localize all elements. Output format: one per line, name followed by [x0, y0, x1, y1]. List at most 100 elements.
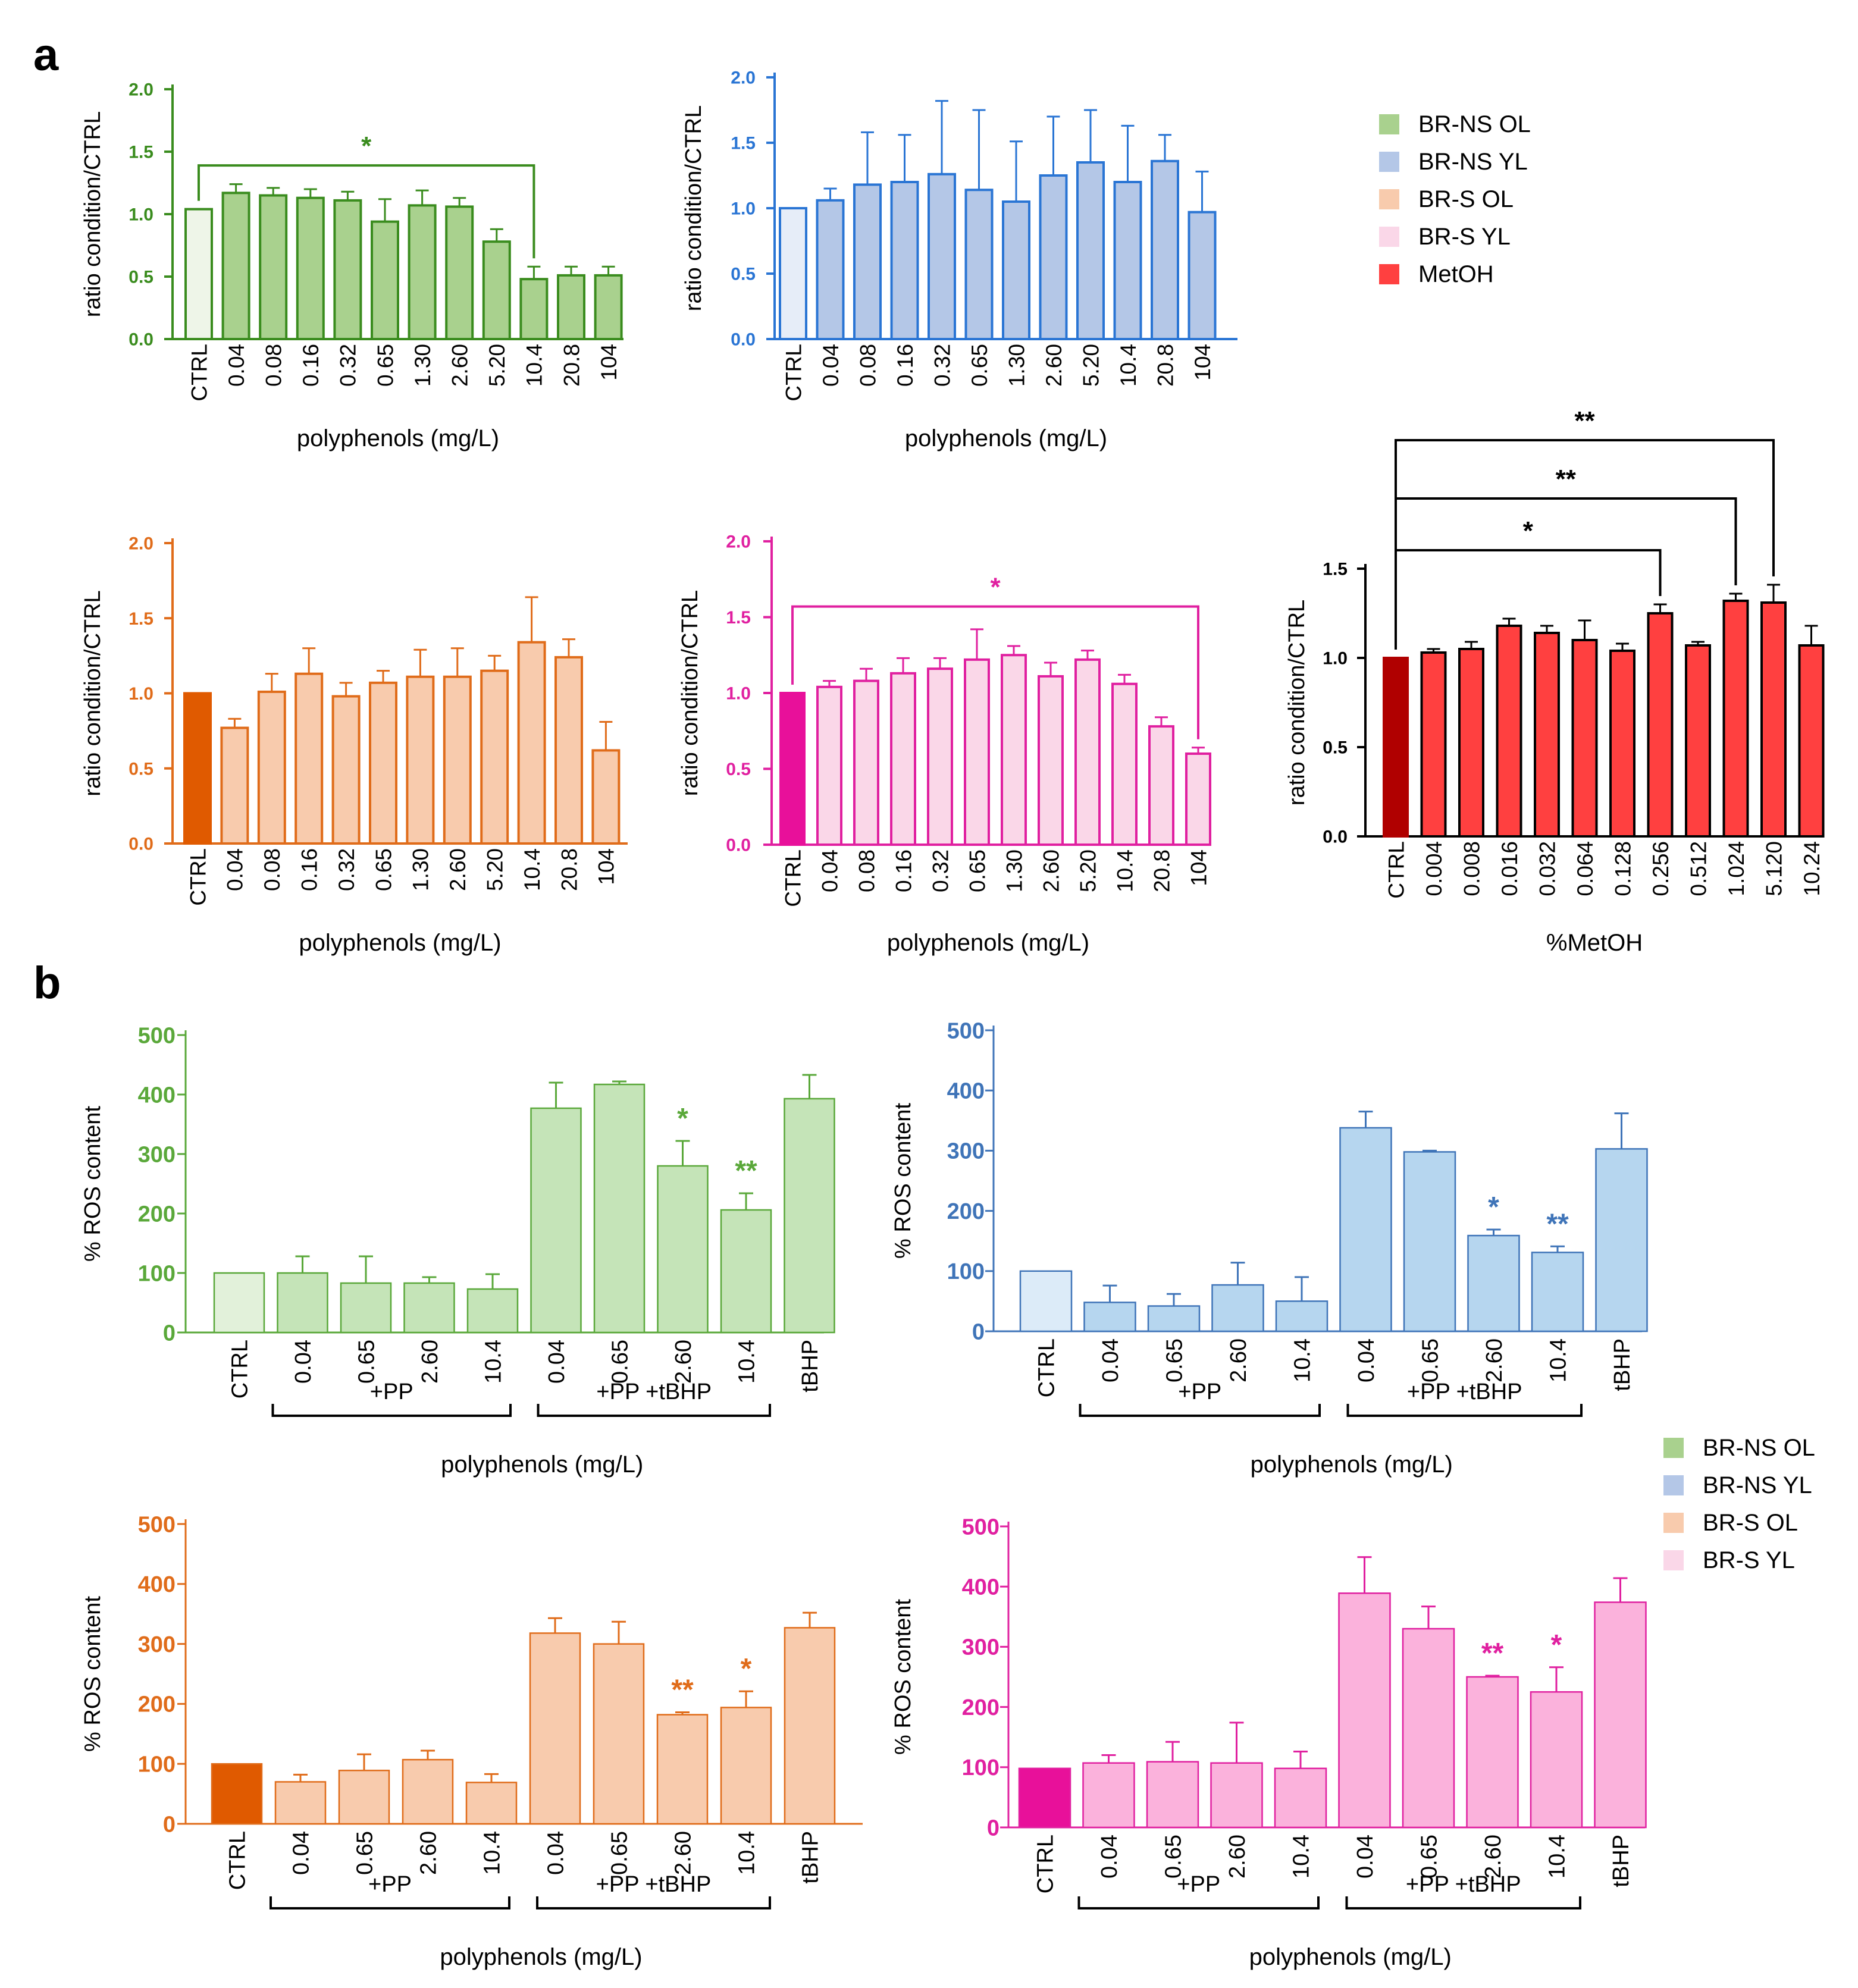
x-axis-title: %MetOH: [1546, 930, 1643, 956]
category-label: 1.024: [1724, 841, 1749, 896]
category-label: 10.4: [1545, 1835, 1570, 1879]
category-label: 0.65: [965, 849, 989, 892]
group-label-pp: +PP: [1177, 1872, 1220, 1897]
category-label: 10.4: [735, 1831, 760, 1875]
bracket-label: *: [1523, 516, 1534, 545]
bar-0.65: [1146, 1761, 1199, 1829]
group-bracket-pp-tbhp: [1345, 1896, 1581, 1909]
bar-20.8: [554, 656, 583, 845]
category-label: 0.08: [856, 344, 880, 387]
y-tick-label: 0: [163, 1812, 176, 1837]
category-label: 10.4: [1290, 1338, 1315, 1382]
bar-0.04: [221, 192, 250, 340]
category-label: 0.04: [817, 849, 842, 892]
bar-CTRL: [1018, 1767, 1071, 1829]
panel-label-a: a: [33, 30, 59, 80]
category-label: 20.8: [1153, 344, 1177, 387]
y-tick-label: 1.5: [129, 609, 153, 629]
category-label: 0.65: [355, 1340, 380, 1384]
category-label: 0.04: [544, 1340, 569, 1384]
y-tick-label: 0: [163, 1321, 176, 1346]
category-label: 10.4: [522, 344, 547, 387]
bar-0.004: [1420, 651, 1447, 838]
category-label: 5.120: [1762, 841, 1786, 896]
y-axis-title: % ROS content: [891, 1599, 916, 1755]
category-label: 2.60: [1481, 1835, 1506, 1879]
category-label: 1.30: [1002, 849, 1026, 892]
y-tick-label: 2.0: [731, 68, 756, 88]
significance-mark: **: [1481, 1638, 1504, 1669]
category-label: 0.16: [297, 848, 322, 891]
y-tick-label: 1.5: [1323, 560, 1348, 579]
bar-0.256: [1647, 612, 1674, 838]
bar-0.04: [274, 1781, 327, 1825]
y-tick-label: 0.0: [129, 835, 153, 854]
category-label: 10.24: [1800, 841, 1824, 896]
bar-0.65: [1402, 1628, 1455, 1829]
category-label: 0.65: [373, 344, 397, 387]
legend-swatch: [1663, 1513, 1684, 1533]
category-label: 10.4: [735, 1340, 760, 1384]
bar-10.4: [1275, 1300, 1329, 1332]
significance-mark: *: [1488, 1191, 1499, 1223]
x-axis-title: polyphenols (mg/L): [440, 1944, 642, 1970]
category-label: 2.60: [1482, 1338, 1507, 1382]
bar-0.65: [369, 681, 397, 845]
bar-2.60: [1211, 1284, 1264, 1332]
bar-0.04: [816, 199, 845, 340]
bar-2.60: [402, 1758, 454, 1825]
bar-5.20: [482, 240, 511, 341]
bar-CTRL: [1383, 657, 1409, 838]
bar-tBHP: [1594, 1601, 1647, 1829]
category-label: 20.8: [557, 848, 581, 891]
significance-mark: **: [671, 1675, 694, 1706]
y-tick-label: 500: [947, 1018, 985, 1043]
category-label: 0.16: [299, 344, 323, 387]
group-label-pp: +PP: [368, 1872, 412, 1897]
y-tick-label: 0.5: [731, 265, 756, 284]
x-axis-title: polyphenols (mg/L): [297, 425, 499, 451]
category-label: 2.60: [1039, 849, 1063, 892]
bar-10.4: [519, 278, 549, 341]
bar-tBHP: [1595, 1148, 1648, 1332]
x-axis-title: polyphenols (mg/L): [299, 930, 501, 956]
category-label: 0.08: [854, 849, 879, 892]
category-label: 0.004: [1422, 841, 1446, 896]
y-tick-label: 0.0: [726, 836, 751, 855]
category-label: 2.60: [416, 1831, 441, 1875]
bar-104: [1185, 752, 1211, 846]
group-label-pp-tbhp: +PP +tBHP: [596, 1379, 712, 1404]
y-tick-label: 100: [138, 1752, 176, 1777]
category-label: 0.65: [353, 1831, 378, 1875]
category-label: 0.16: [893, 344, 917, 387]
group-bracket-pp: [271, 1404, 512, 1417]
bar-0.04: [220, 726, 249, 845]
category-label: 0.008: [1459, 841, 1484, 896]
y-tick-label: 1.0: [1323, 649, 1348, 669]
category-label: 5.20: [485, 344, 509, 387]
category-label: 2.60: [671, 1340, 696, 1384]
bracket-label: **: [1556, 465, 1577, 494]
bar-0.32: [331, 695, 361, 845]
bar-2.60: [443, 675, 472, 845]
legend-label: BR-NS OL: [1418, 111, 1531, 137]
category-label: 0.04: [223, 848, 247, 891]
category-label: 0.65: [608, 1340, 633, 1384]
bar-CTRL: [1019, 1270, 1073, 1332]
category-label: 0.32: [930, 344, 954, 387]
legend-swatch: [1379, 114, 1399, 134]
bar-0.65: [964, 189, 994, 341]
category-label: CTRL: [228, 1340, 253, 1399]
category-label: 2.60: [418, 1340, 443, 1384]
category-label: 0.65: [607, 1831, 632, 1875]
y-tick-label: 300: [138, 1632, 176, 1657]
bar-0.08: [853, 183, 882, 340]
category-label: 0.32: [334, 848, 359, 891]
bar-20.8: [1148, 725, 1174, 846]
bar-CTRL: [213, 1272, 265, 1334]
category-label: 104: [1186, 849, 1211, 886]
bar-0.04: [816, 685, 842, 846]
category-label: 0.04: [1354, 1338, 1379, 1382]
category-label: 104: [594, 848, 619, 885]
y-tick-label: 200: [138, 1202, 176, 1227]
